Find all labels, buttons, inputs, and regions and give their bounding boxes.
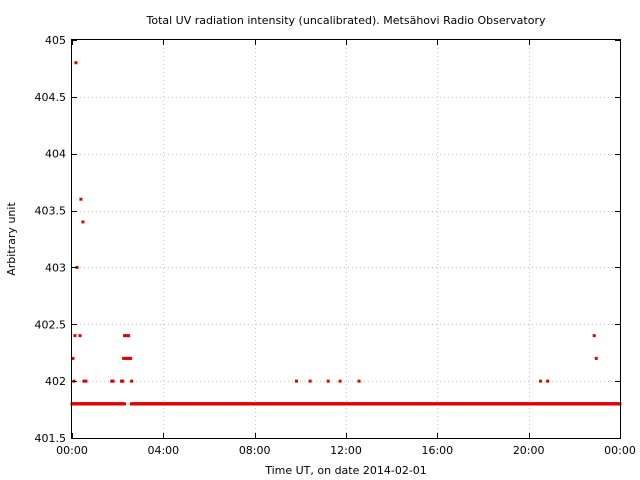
plot-frame [71, 39, 621, 439]
data-point [338, 379, 342, 383]
x-tick-label: 16:00 [421, 444, 453, 457]
y-axis-label: Arbitrary unit [5, 202, 18, 276]
data-point [75, 265, 79, 269]
y-tick-label: 404.5 [35, 91, 67, 104]
x-tick-label: 08:00 [239, 444, 271, 457]
data-point [79, 197, 83, 201]
data-point [71, 356, 75, 360]
x-tick-label: 00:00 [56, 444, 88, 457]
grid-lines [72, 40, 620, 438]
data-point [594, 356, 598, 360]
data-point [123, 402, 127, 406]
data-point [122, 356, 126, 360]
y-tick-label: 404 [45, 148, 66, 161]
x-tick-label: 12:00 [330, 444, 362, 457]
data-point [357, 379, 361, 383]
data-point [123, 334, 127, 338]
data-point [125, 356, 129, 360]
data-point [81, 220, 85, 224]
data-point [111, 379, 115, 383]
x-axis-label: Time UT, on date 2014-02-01 [264, 464, 427, 477]
y-tick-label: 402 [45, 375, 66, 388]
chart-title: Total UV radiation intensity (uncalibrat… [146, 14, 546, 27]
data-point [294, 379, 298, 383]
data-point [539, 379, 543, 383]
data-point [125, 334, 129, 338]
data-point [74, 61, 78, 65]
y-tick-label: 403.5 [35, 205, 67, 218]
y-tick-label: 405 [45, 34, 66, 47]
x-axis: 00:00 04:00 08:00 12:00 16:00 20:00 00:00 [56, 40, 636, 457]
data-point [129, 356, 133, 360]
data-point [308, 379, 312, 383]
data-point [121, 379, 125, 383]
data-points [70, 61, 622, 406]
data-point [73, 334, 77, 338]
data-point [546, 379, 550, 383]
y-tick-label: 403 [45, 261, 66, 274]
data-point [82, 379, 86, 383]
y-axis: 401.5 402 402.5 403 403.5 404 404.5 405 [35, 34, 620, 445]
x-tick-label: 00:00 [604, 444, 636, 457]
x-tick-label: 20:00 [513, 444, 545, 457]
data-point [124, 356, 128, 360]
data-point [326, 379, 330, 383]
data-point [130, 379, 134, 383]
x-tick-label: 04:00 [147, 444, 179, 457]
y-tick-label: 402.5 [35, 318, 67, 331]
data-point [78, 334, 82, 338]
y-tick-label: 401.5 [35, 432, 67, 445]
data-point [84, 379, 88, 383]
data-point [592, 334, 596, 338]
data-point [127, 334, 131, 338]
